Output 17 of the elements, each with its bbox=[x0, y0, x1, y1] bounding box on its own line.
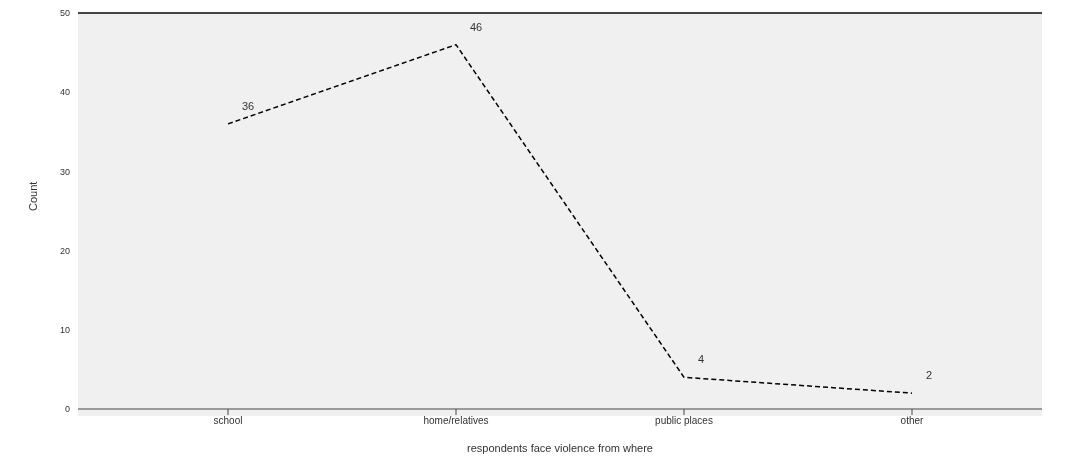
x-tick-label: other bbox=[900, 415, 925, 427]
data-label: 4 bbox=[698, 353, 705, 366]
data-label: 46 bbox=[470, 20, 483, 33]
y-tick-label: 40 bbox=[59, 87, 70, 98]
x-axis-title: respondents face violence from where bbox=[467, 442, 653, 454]
x-tick-label: public places bbox=[655, 415, 713, 427]
y-tick-label: 0 bbox=[64, 404, 70, 415]
y-tick-label: 30 bbox=[59, 166, 70, 177]
x-tick-label: school bbox=[213, 415, 243, 427]
y-tick-label: 20 bbox=[59, 245, 70, 256]
x-tick-label: home/relatives bbox=[423, 415, 489, 427]
line-series bbox=[227, 43, 913, 394]
data-label: 36 bbox=[242, 99, 255, 112]
y-tick-label: 50 bbox=[59, 8, 70, 19]
y-axis-title: Count bbox=[26, 181, 39, 211]
data-label: 2 bbox=[926, 369, 933, 382]
y-tick-label: 10 bbox=[59, 324, 70, 335]
